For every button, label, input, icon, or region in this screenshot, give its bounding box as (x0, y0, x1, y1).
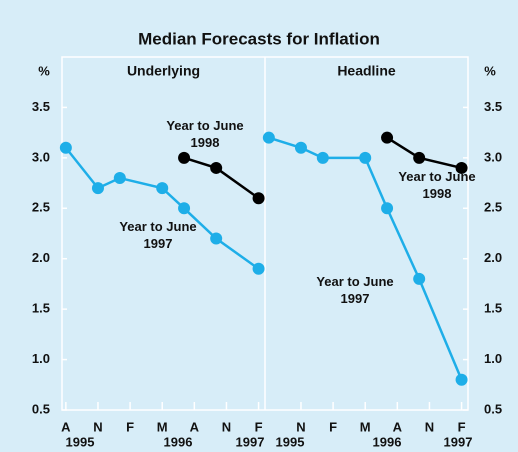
data-point (252, 192, 265, 205)
panel-title: Headline (337, 63, 396, 79)
x-tick-label: F (255, 419, 263, 434)
y-tick-label: 0.5 (32, 401, 50, 416)
x-year-label: 1997 (444, 434, 473, 449)
x-tick-label: N (425, 419, 434, 434)
x-tick-label: F (458, 419, 466, 434)
data-point (381, 202, 394, 215)
series-label: Year to June 1998 (166, 118, 244, 150)
data-point (210, 161, 223, 174)
y-tick-label: 1.5 (484, 301, 502, 316)
y-unit: % (38, 63, 50, 78)
y-unit: % (484, 63, 496, 78)
data-point (455, 161, 468, 174)
y-tick-label: 0.5 (484, 401, 502, 416)
data-point (252, 262, 265, 275)
data-point (156, 182, 169, 195)
data-point (262, 131, 275, 144)
y-tick-label: 1.0 (32, 351, 50, 366)
x-year-label: 1995 (66, 434, 95, 449)
data-point (294, 141, 307, 154)
y-tick-label: 2.0 (484, 250, 502, 265)
data-point (178, 202, 191, 215)
x-tick-label: N (222, 419, 231, 434)
series-label: Year to June 1997 (316, 274, 394, 306)
y-tick-label: 3.0 (32, 149, 50, 164)
x-year-label: 1997 (236, 434, 265, 449)
data-point (91, 182, 104, 195)
x-tick-label: M (360, 419, 371, 434)
data-point (210, 232, 223, 245)
data-point (413, 151, 426, 164)
y-tick-label: 3.5 (32, 99, 50, 114)
data-point (316, 151, 329, 164)
y-tick-label: 3.5 (484, 99, 502, 114)
y-tick-label: 3.0 (484, 149, 502, 164)
data-point (381, 131, 394, 144)
series-line (386, 136, 462, 170)
series-label: Year to June 1998 (398, 169, 476, 201)
data-point (178, 151, 191, 164)
x-tick-label: N (93, 419, 102, 434)
x-tick-label: N (296, 419, 305, 434)
data-point (113, 172, 126, 185)
data-point (359, 151, 372, 164)
series-label: Year to June 1997 (119, 219, 197, 251)
x-tick-label: A (190, 419, 200, 434)
y-tick-label: 1.5 (32, 301, 50, 316)
data-point (59, 141, 72, 154)
panel-title: Underlying (127, 63, 200, 79)
x-tick-label: F (126, 419, 134, 434)
y-tick-label: 2.0 (32, 250, 50, 265)
x-year-label: 1996 (164, 434, 193, 449)
x-tick-label: M (157, 419, 168, 434)
y-tick-label: 2.5 (32, 200, 50, 215)
chart-title: Median Forecasts for Inflation (138, 29, 380, 48)
y-tick-label: 1.0 (484, 351, 502, 366)
series-line (183, 156, 260, 200)
data-point (413, 272, 426, 285)
x-tick-label: A (61, 419, 71, 434)
x-tick-label: F (329, 419, 337, 434)
x-year-label: 1996 (373, 434, 402, 449)
x-tick-label: A (393, 419, 403, 434)
y-tick-label: 2.5 (484, 200, 502, 215)
x-year-label: 1995 (276, 434, 305, 449)
data-point (455, 373, 468, 386)
